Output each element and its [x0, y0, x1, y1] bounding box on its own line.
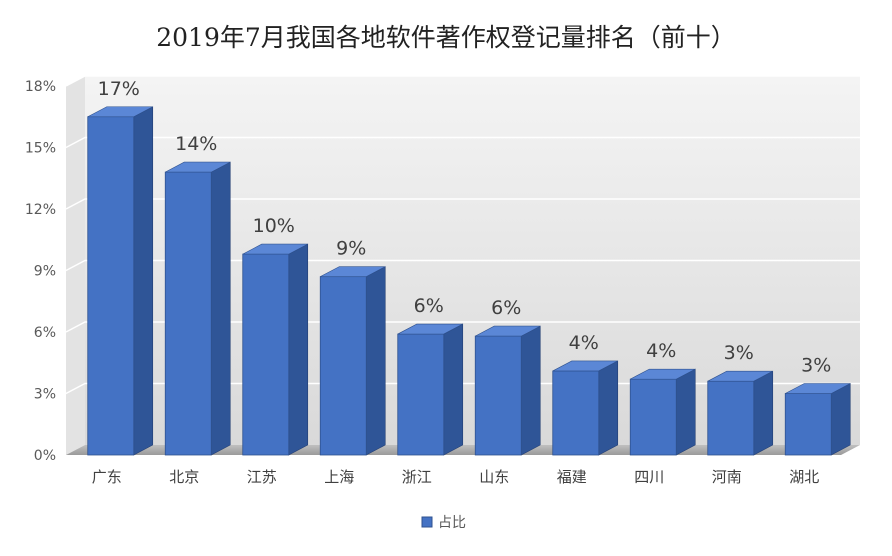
x-axis: 广东 北京 江苏 上海 浙江 山东 福建 四川 河南 湖北 [92, 468, 820, 486]
legend-label: 占比 [438, 515, 466, 531]
bar-side [598, 360, 619, 456]
grid-line [65, 259, 860, 272]
bar-top [320, 266, 386, 277]
bar [87, 106, 154, 456]
bar [319, 266, 386, 456]
x-tick-label: 北京 [169, 468, 199, 486]
y-tick-label: 12% [25, 202, 56, 218]
y-tick-label: 9% [34, 264, 56, 280]
grid-line [65, 75, 860, 87]
value-label: 6% [491, 297, 521, 319]
x-tick-label: 河南 [712, 468, 742, 486]
value-label: 17% [98, 78, 140, 100]
bar-front [397, 333, 445, 456]
bar-front [474, 335, 522, 456]
bar-top [475, 325, 541, 337]
bar-front [87, 116, 135, 456]
legend: 占比 [421, 515, 466, 531]
value-label: 3% [724, 342, 754, 364]
value-label: 4% [646, 340, 676, 362]
bar-front [784, 393, 832, 456]
y-axis: 0% 3% 6% 9% 12% 15% 18% [25, 79, 56, 464]
bar-top [707, 370, 773, 382]
bar-top [785, 383, 851, 394]
grid-line [65, 321, 860, 333]
bar-top [87, 106, 153, 118]
grid-lines [65, 75, 860, 395]
bar-side [365, 266, 386, 456]
bar-side [753, 370, 774, 456]
y-tick-label: 3% [34, 387, 56, 403]
value-label: 14% [175, 133, 217, 155]
bar [397, 323, 464, 456]
bar-front [242, 253, 290, 456]
y-tick-label: 0% [34, 448, 56, 464]
bar-side [133, 106, 154, 456]
bar-front [552, 370, 600, 456]
bar [164, 161, 231, 456]
bar-side [520, 325, 541, 456]
value-label: 9% [336, 238, 366, 260]
bar-front [629, 378, 677, 456]
x-tick-label: 上海 [324, 468, 354, 486]
bar-front [319, 276, 367, 456]
x-tick-label: 山东 [479, 468, 509, 486]
x-tick-label: 福建 [557, 468, 587, 486]
y-tick-label: 18% [25, 79, 56, 95]
x-tick-label: 湖北 [789, 468, 819, 486]
bar-front [707, 380, 755, 456]
bar [242, 243, 309, 456]
x-tick-label: 广东 [92, 468, 122, 486]
bar-top [165, 161, 231, 173]
x-tick-label: 浙江 [402, 468, 432, 486]
x-tick-label: 四川 [634, 468, 664, 486]
bar-top [242, 243, 308, 255]
bar [629, 368, 696, 456]
grid-line [65, 198, 860, 210]
bars [87, 106, 851, 456]
bar [784, 383, 851, 456]
legend-swatch [421, 516, 433, 528]
bar [474, 325, 541, 456]
bar-top [630, 368, 696, 380]
chart-title: 2019年7月我国各地软件著作权登记量排名（前十） [156, 23, 736, 52]
bar-side [830, 383, 851, 456]
bar-top [552, 360, 618, 372]
x-tick-label: 江苏 [247, 468, 277, 486]
bar-side [210, 161, 231, 456]
bar-side [675, 368, 696, 456]
value-labels: 17% 14% 10% 9% 6% 6% 4% 4% 3% 3% [98, 78, 832, 377]
bar-side [443, 323, 464, 456]
y-tick-label: 15% [25, 141, 56, 157]
value-label: 4% [569, 332, 599, 354]
value-label: 6% [414, 295, 444, 317]
bar [552, 360, 619, 456]
value-label: 10% [253, 215, 295, 237]
bar [707, 370, 774, 456]
y-tick-label: 6% [34, 325, 56, 341]
bar-front [164, 171, 212, 456]
grid-line [65, 136, 860, 149]
value-label: 3% [801, 355, 831, 377]
bar-side [288, 243, 309, 456]
bar-top [397, 323, 463, 335]
